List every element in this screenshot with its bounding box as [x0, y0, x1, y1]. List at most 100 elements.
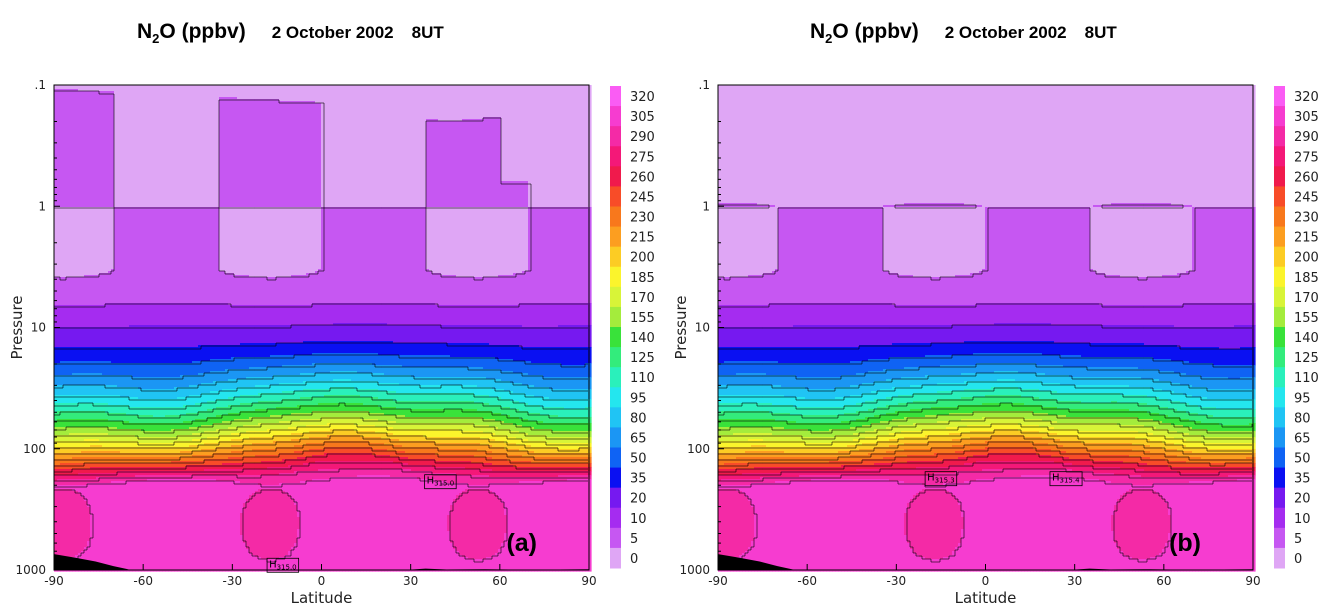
contour-cell	[195, 475, 199, 480]
contour-cell	[576, 479, 580, 572]
contour-cell	[216, 345, 220, 360]
contour-cell	[147, 463, 151, 468]
contour-cell	[288, 343, 292, 356]
contour-cell	[294, 343, 298, 356]
contour-cell	[210, 391, 214, 402]
contour-cell	[450, 207, 454, 276]
contour-cell	[285, 555, 289, 572]
contour-cell	[75, 427, 79, 434]
contour-cell	[57, 89, 61, 208]
contour-cell	[393, 415, 397, 422]
contour-cell	[471, 469, 475, 476]
contour-cell	[75, 395, 79, 404]
contour-cell	[414, 367, 418, 378]
contour-cell	[354, 461, 358, 470]
contour-cell	[387, 85, 391, 208]
contour-cell	[78, 479, 82, 486]
contour-cell	[246, 411, 250, 420]
contour-cell	[75, 491, 79, 556]
contour-cell	[498, 435, 502, 442]
contour-cell	[513, 409, 517, 418]
contour-cell	[333, 417, 337, 424]
contour-cell	[303, 433, 307, 440]
contour-cell	[390, 445, 394, 452]
contour-cell	[408, 453, 412, 460]
contour-cell	[351, 85, 355, 208]
contour-cell	[135, 415, 139, 424]
contour-cell	[372, 303, 376, 324]
contour-cell	[219, 325, 223, 346]
contour-cell	[441, 85, 445, 122]
contour-cell	[390, 391, 394, 400]
contour-cell	[306, 85, 310, 102]
contour-cell	[90, 427, 94, 434]
contour-cell	[309, 405, 313, 414]
contour-cell	[336, 371, 340, 380]
contour-cell	[459, 401, 463, 410]
contour-cell	[471, 377, 475, 386]
contour-cell	[105, 303, 109, 328]
contour-cell	[84, 501, 88, 548]
contour-cell	[561, 417, 565, 424]
contour-cell	[273, 423, 277, 430]
contour-cell	[243, 451, 247, 458]
contour-cell	[435, 437, 439, 444]
contour-cell	[255, 367, 259, 378]
contour-cell	[210, 383, 214, 392]
contour-cell	[159, 431, 163, 438]
contour-cell	[60, 395, 64, 404]
contour-cell	[150, 453, 154, 458]
contour-cell	[234, 345, 238, 358]
contour-cell	[294, 355, 298, 366]
contour-cell	[399, 207, 403, 304]
contour-cell	[54, 375, 58, 386]
contour-cell	[249, 437, 253, 446]
contour-cell	[366, 447, 370, 454]
contour-cell	[135, 207, 139, 304]
contour-cell	[576, 423, 580, 432]
contour-cell	[354, 389, 358, 396]
contour-cell	[519, 393, 523, 404]
contour-cell	[192, 413, 196, 422]
contour-cell	[285, 459, 289, 468]
contour-cell	[333, 477, 337, 572]
contour-cell	[171, 207, 175, 304]
contour-cell	[84, 479, 88, 486]
contour-cell	[132, 481, 136, 572]
contour-cell	[450, 467, 454, 474]
contour-cell	[558, 377, 562, 390]
contour-cell	[264, 393, 268, 402]
contour-cell	[219, 345, 223, 360]
contour-cell	[402, 441, 406, 448]
contour-cell	[513, 471, 517, 478]
contour-cell	[450, 275, 454, 306]
contour-cell	[279, 305, 283, 326]
contour-cell	[333, 207, 337, 304]
contour-cell	[459, 417, 463, 424]
contour-cell	[216, 453, 220, 460]
contour-cell	[282, 365, 286, 376]
contour-cell	[519, 207, 523, 274]
contour-cell	[567, 463, 571, 468]
contour-cell	[498, 345, 502, 360]
contour-cell	[57, 475, 61, 480]
contour-cell	[546, 347, 550, 364]
contour-cell	[564, 325, 568, 348]
contour-cell	[579, 479, 583, 572]
contour-cell	[420, 325, 424, 344]
contour-cell	[105, 375, 109, 386]
contour-cell	[588, 417, 592, 424]
contour-cell	[93, 467, 97, 474]
contour-cell	[297, 517, 301, 530]
contour-cell	[231, 273, 235, 306]
contour-cell	[189, 405, 193, 414]
contour-cell	[456, 207, 460, 278]
contour-cell	[399, 429, 403, 436]
contour-cell	[510, 85, 514, 182]
contour-cell	[288, 207, 292, 278]
contour-cell	[495, 441, 499, 448]
contour-cell	[321, 417, 325, 426]
contour-cell	[81, 395, 85, 404]
contour-cell	[336, 447, 340, 454]
contour-cell	[393, 451, 397, 458]
